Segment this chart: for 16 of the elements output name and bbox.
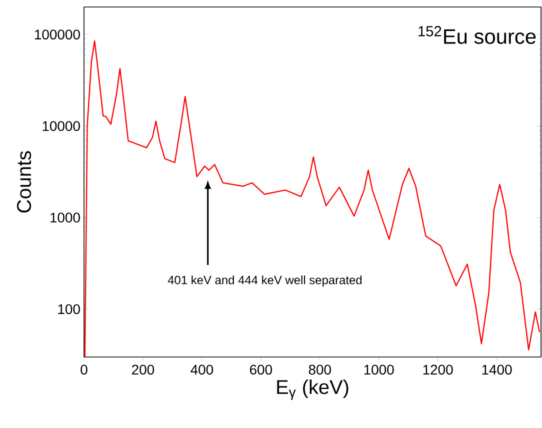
- x-tick-label: 1000: [364, 364, 394, 375]
- y-axis-title: Counts: [16, 151, 32, 213]
- y-tick-label: 10000: [42, 121, 80, 132]
- annotation: 401 keV and 444 keV well separated: [168, 275, 362, 287]
- y-tick-label: 100000: [35, 30, 80, 40]
- x-tick-label: 0: [80, 364, 88, 375]
- y-tick-label: 1000: [50, 212, 80, 223]
- y-tick-label: 100: [58, 304, 80, 314]
- x-tick-label: 800: [308, 364, 331, 375]
- x-tick-label: 1200: [423, 364, 453, 375]
- x-tick-label: 400: [190, 364, 214, 375]
- x-tick-label: 1400: [482, 364, 512, 375]
- x-axis-title: E$_{γ}$ (keV): [277, 379, 348, 400]
- text: $^{152}$Eu source: [418, 26, 536, 44]
- x-tick-label: 600: [250, 364, 272, 375]
- x-tick-label: 200: [132, 364, 154, 375]
